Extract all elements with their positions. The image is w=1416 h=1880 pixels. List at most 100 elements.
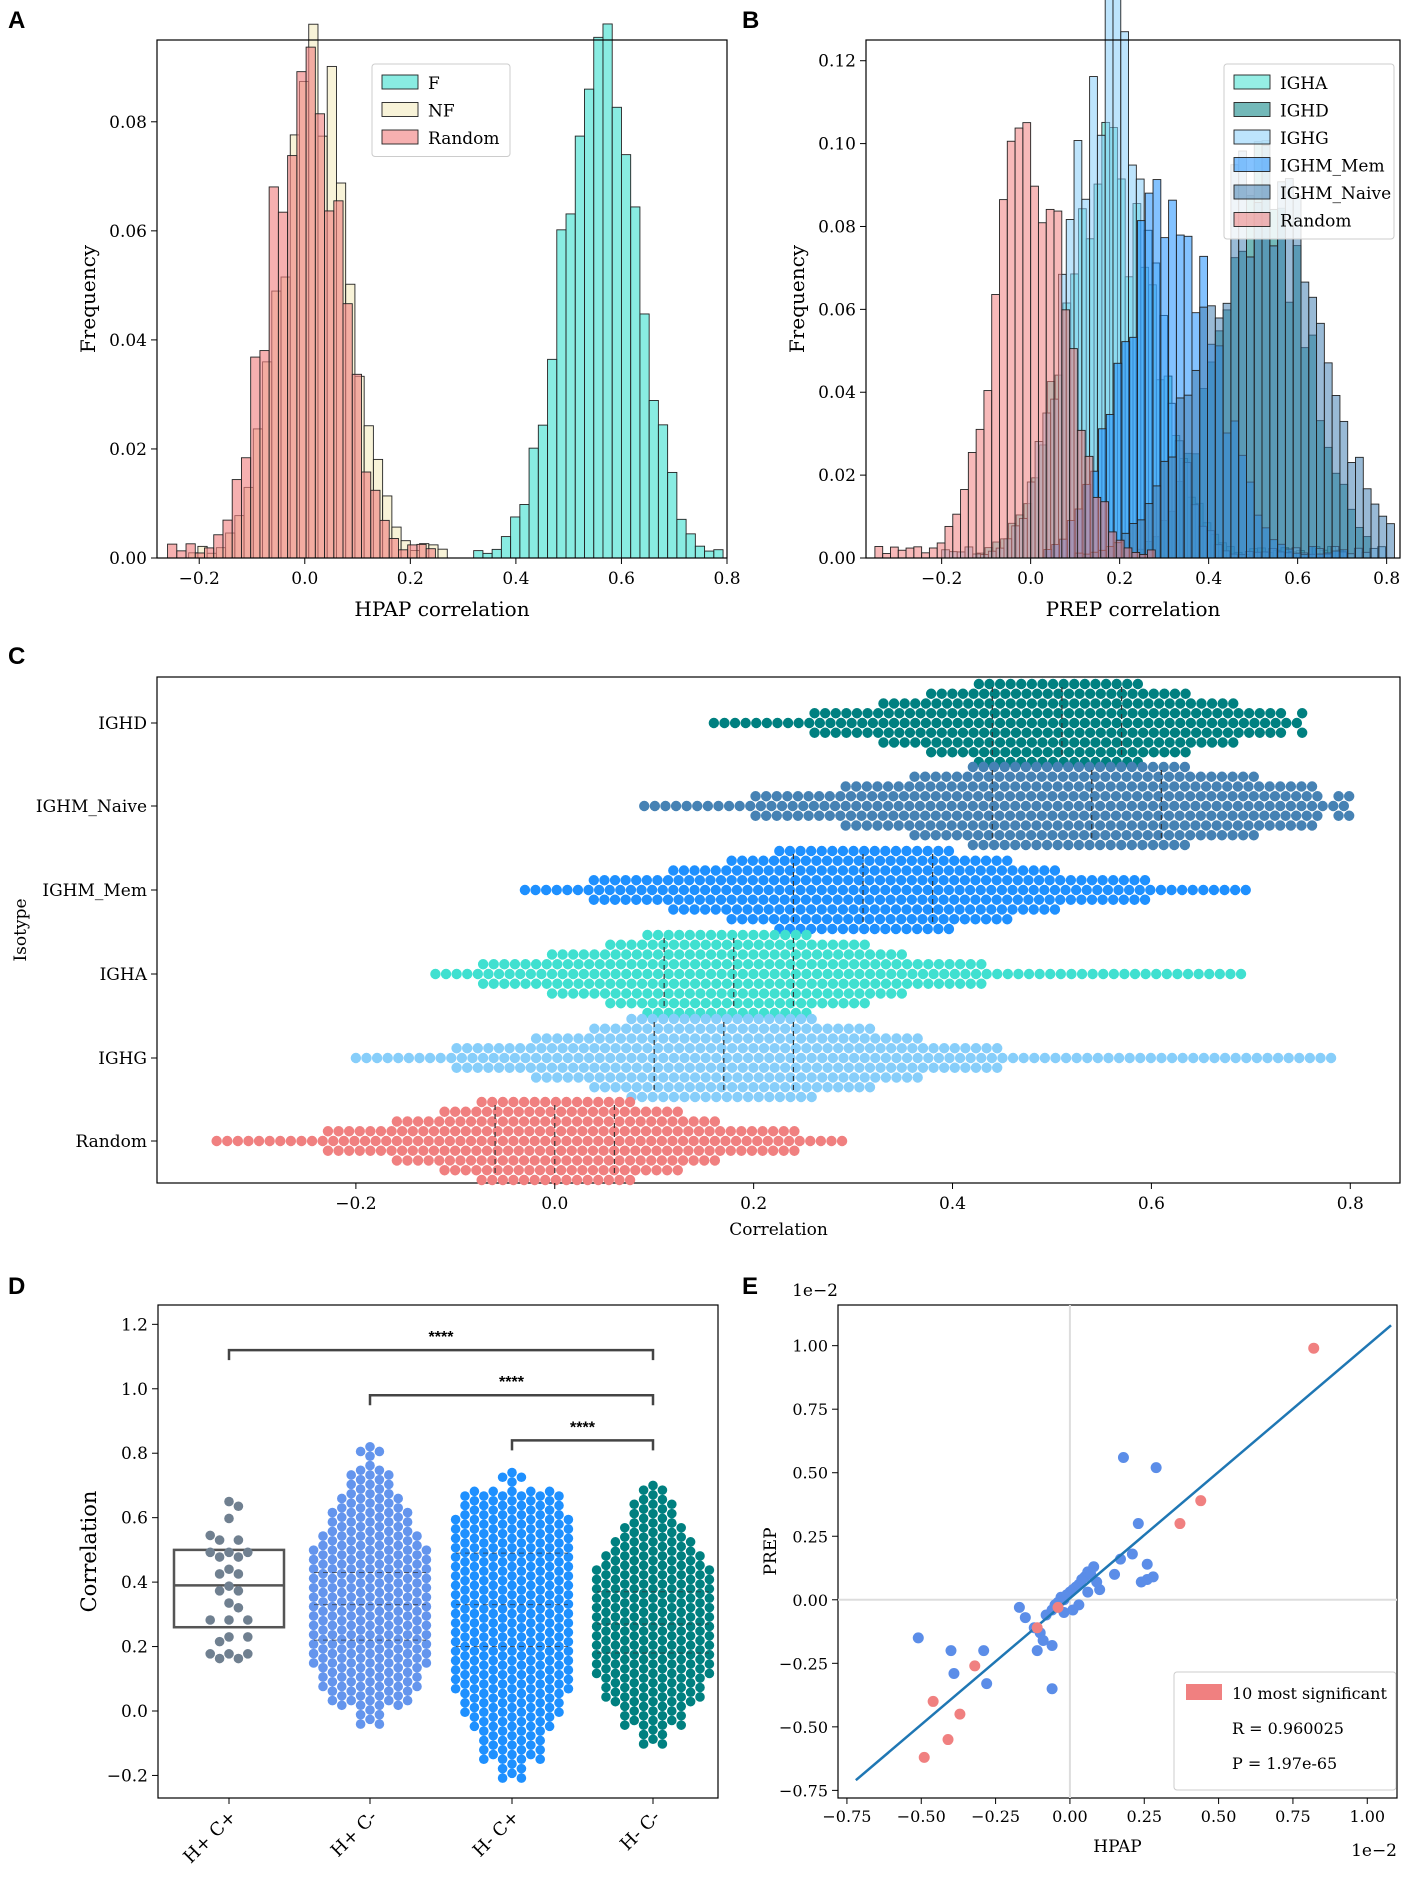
swarm-point-igha	[562, 978, 574, 989]
swarm-point-ighm_naive	[1317, 800, 1328, 812]
swarm-point-igha	[451, 968, 462, 980]
swarm-point-ighm_naive	[1063, 800, 1074, 812]
swarm-point-3	[685, 1687, 696, 1698]
swarm-point-2	[535, 1557, 545, 1567]
y-tick-label: 0.00	[792, 1591, 828, 1610]
swarm-point-random	[672, 1165, 683, 1176]
swarm-point-igha	[520, 978, 531, 989]
swarm-point-random	[402, 1135, 413, 1147]
swarm-point-random	[513, 1145, 524, 1156]
swarm-point-random	[746, 1126, 758, 1137]
swarm-point-2	[460, 1491, 470, 1501]
swarm-point-2	[488, 1683, 499, 1694]
swarm-point-2	[535, 1716, 545, 1727]
swarm-point-ighm_naive	[1137, 820, 1148, 831]
swarm-point-igha	[658, 978, 669, 989]
swarm-point-1	[346, 1639, 357, 1649]
swarm-point-igha	[615, 959, 627, 970]
swarm-point-igha	[615, 998, 627, 1009]
swarm-point-1	[337, 1540, 347, 1551]
swarm-point-ighd	[1074, 688, 1085, 699]
x-tick-label: −0.25	[971, 1807, 1020, 1826]
swarm-point-ighm_naive	[760, 810, 772, 821]
hist-bar-ighm_naive	[1175, 397, 1185, 559]
hist-bar-random	[1131, 552, 1141, 559]
swarm-point-1	[374, 1719, 385, 1729]
swarm-point-random	[566, 1126, 577, 1137]
swarm-point-ighm_naive	[1068, 771, 1079, 782]
swarm-point-ighd	[1084, 688, 1096, 699]
swarm-point-igha	[546, 968, 558, 980]
swarm-point-ighg	[832, 1062, 844, 1073]
axes-frame	[837, 1304, 1398, 1799]
swarm-point-igha	[795, 959, 807, 970]
swarm-point-ighd	[968, 727, 979, 738]
swarm-point-ighm_naive	[1216, 810, 1228, 821]
swarm-point-2	[554, 1594, 564, 1605]
swarm-point-ighm_mem	[805, 845, 817, 857]
swarm-point-3	[638, 1494, 649, 1505]
swarm-point-ighd	[1047, 717, 1059, 729]
scatter-point	[1147, 1571, 1159, 1583]
swarm-point-igha	[562, 959, 574, 970]
swarm-point-3	[610, 1565, 621, 1575]
swarm-point-3	[620, 1710, 630, 1721]
swarm-point-ighg	[711, 1033, 722, 1044]
swarm-point-igha	[727, 968, 738, 980]
swarm-point-2	[526, 1599, 536, 1609]
swarm-point-2	[516, 1519, 527, 1530]
swarm-point-ighm_mem	[631, 875, 642, 886]
swarm-point-ighg	[795, 1052, 807, 1064]
swarm-point-ighm_mem	[805, 904, 817, 915]
swarm-point-1	[318, 1672, 328, 1682]
swarm-point-ighm_mem	[896, 855, 907, 866]
swarm-point-ighm_mem	[1033, 875, 1045, 886]
swarm-point-ighd	[804, 717, 815, 729]
swarm-point-ighm_mem	[684, 894, 695, 905]
swarm-point-ighm_mem	[943, 904, 955, 915]
swarm-point-ighg	[461, 1043, 473, 1054]
swarm-point-igha	[764, 998, 775, 1009]
swarm-point-random	[667, 1135, 678, 1147]
swarm-point-igha	[965, 959, 976, 970]
swarm-point-igha	[838, 998, 849, 1009]
swarm-point-ighm_naive	[941, 830, 952, 841]
swarm-point-ighd	[978, 708, 990, 719]
swarm-point-igha	[801, 949, 812, 960]
scatter-point	[945, 1645, 957, 1657]
swarm-point-0	[233, 1653, 244, 1664]
swarm-point-3	[648, 1687, 658, 1698]
swarm-point-igha	[689, 959, 701, 970]
swarm-point-ighm_naive	[1158, 800, 1169, 812]
swarm-point-igha	[631, 968, 643, 980]
swarm-point-ighg	[949, 1062, 960, 1073]
swarm-point-ighd	[1026, 717, 1038, 729]
swarm-point-2	[516, 1472, 527, 1483]
hist-bar-f	[630, 206, 641, 559]
swarm-point-ighm_naive	[962, 771, 973, 782]
swarm-point-ighg	[382, 1052, 393, 1064]
swarm-point-2	[469, 1524, 480, 1534]
hist-bar-f	[565, 213, 576, 559]
swarm-point-2	[450, 1655, 461, 1666]
swarm-point-ighm_naive	[1222, 800, 1233, 812]
swarm-point-ighd	[1180, 747, 1191, 758]
swarm-point-ighg	[647, 1052, 658, 1064]
swarm-point-ighd	[1069, 717, 1080, 729]
swarm-point-igha	[488, 978, 499, 989]
swarm-point-ighm_naive	[962, 830, 973, 841]
swarm-point-1	[384, 1686, 394, 1696]
hist-bar-random	[952, 513, 962, 559]
swarm-point-ighd	[1100, 737, 1112, 748]
swarm-point-igha	[817, 998, 828, 1009]
swarm-point-ighm_naive	[994, 810, 1005, 821]
swarm-point-2	[497, 1745, 508, 1755]
swarm-point-1	[318, 1550, 328, 1560]
swarm-point-ighd	[1111, 737, 1122, 748]
swarm-point-ighd	[1016, 698, 1027, 709]
swarm-point-random	[561, 1174, 572, 1186]
swarm-point-3	[591, 1621, 602, 1632]
swarm-point-3	[591, 1640, 602, 1651]
swarm-point-ighm_naive	[1084, 781, 1095, 792]
swarm-point-ighm_mem	[980, 875, 992, 886]
